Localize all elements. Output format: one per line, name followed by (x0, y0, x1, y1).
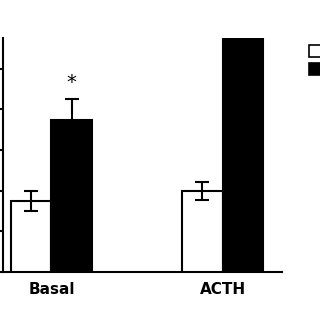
Text: *: * (67, 73, 77, 92)
Bar (223, 18, 263, 272)
Legend: , : , (309, 45, 320, 76)
Bar (182, 191, 223, 272)
Bar (11, 201, 52, 272)
Bar (52, 120, 92, 272)
